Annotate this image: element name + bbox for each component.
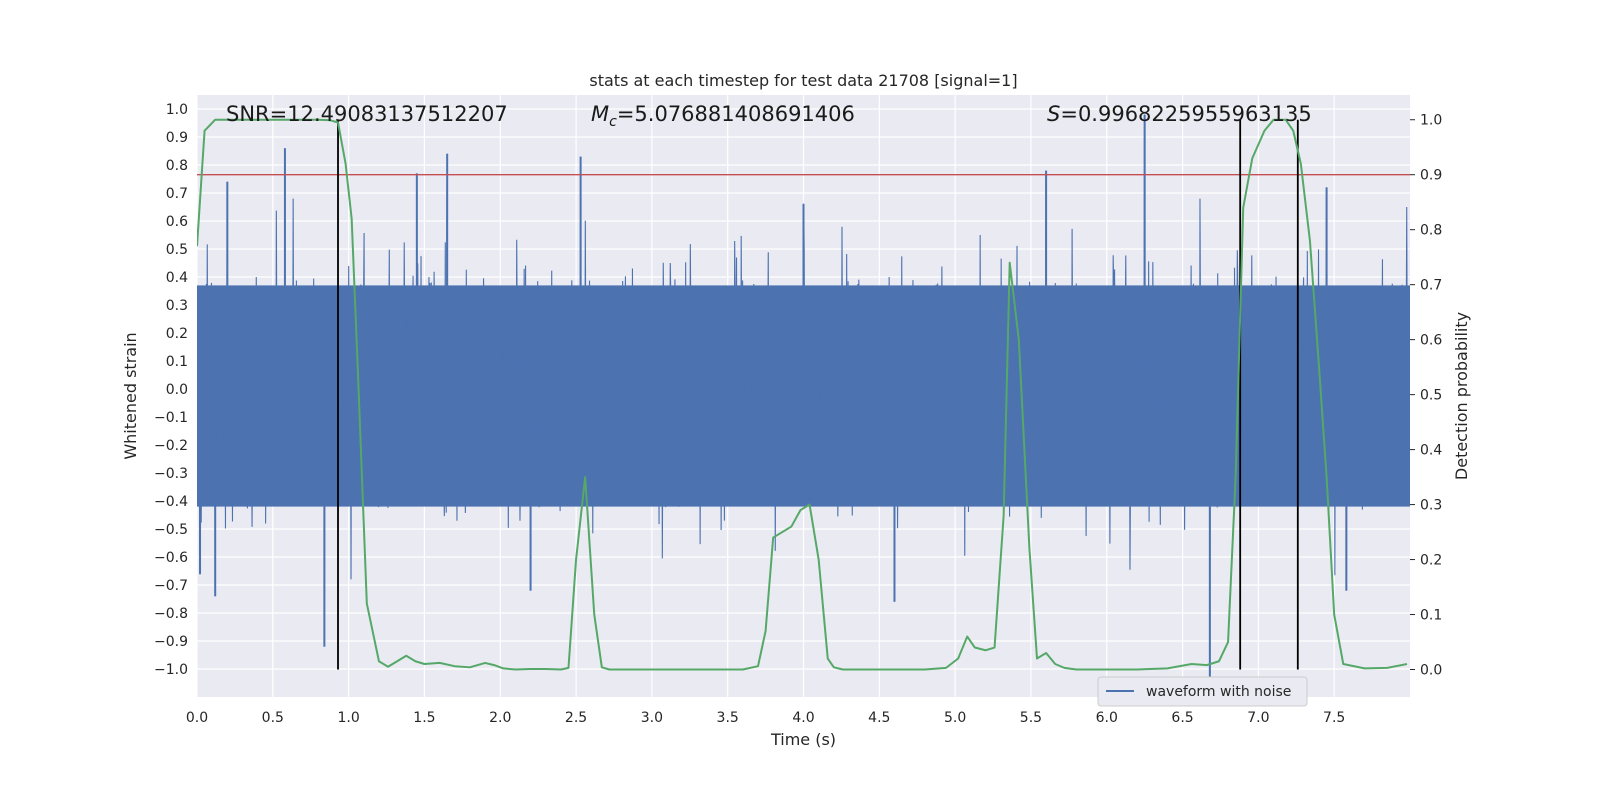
chirp-mass-symbol: M	[591, 102, 609, 126]
y-left-tick-label: −0.7	[154, 578, 188, 594]
y-left-tick-label: −0.6	[154, 550, 188, 566]
chart-title: stats at each timestep for test data 217…	[589, 71, 1017, 90]
y-right-tick-label: 0.5	[1420, 388, 1442, 404]
y-right-tick-label: 0.2	[1420, 553, 1442, 569]
y-left-tick-label: 0.1	[166, 354, 188, 370]
y-left-tick-label: 0.2	[166, 326, 188, 342]
y-axis-label-left: Whitened strain	[121, 332, 140, 459]
y-left-tick-label: −0.3	[154, 466, 188, 482]
y-left-tick-label: 0.3	[166, 298, 188, 314]
y-left-tick-label: 0.6	[166, 214, 188, 230]
chirp-mass-value: =5.076881408691406	[617, 102, 855, 126]
waveform-series	[197, 114, 1410, 681]
axis-ticks: 0.0 0.5 1.0 1.5 2.0 2.5 3.0 3.5 4.0 4.5 5.0 5.5 6.0 6…	[154, 102, 1442, 726]
y-left-tick-label: −1.0	[154, 662, 188, 678]
x-tick-label: 6.0	[1096, 710, 1118, 726]
x-tick-label: 4.0	[792, 710, 814, 726]
x-tick-label: 7.0	[1247, 710, 1269, 726]
chirp-mass-subscript: c	[609, 114, 617, 130]
x-tick-label: 7.5	[1323, 710, 1345, 726]
legend-box	[1097, 676, 1308, 707]
y-left-tick-label: 0.8	[166, 158, 188, 174]
y-left-tick-label: −0.4	[154, 494, 188, 510]
x-tick-label: 3.0	[641, 710, 663, 726]
y-left-tick-label: 1.0	[166, 102, 188, 118]
y-left-tick-label: −0.5	[154, 522, 188, 538]
detection-stat-annotation: S=0.9968225955963135	[1047, 102, 1312, 126]
y-right-tick-label: 0.9	[1420, 168, 1442, 184]
y-left-tick-label: 0.5	[166, 242, 188, 258]
x-tick-label: 3.5	[717, 710, 739, 726]
probability-line	[197, 118, 1408, 671]
stat-symbol: S	[1047, 102, 1060, 126]
y-right-tick-label: 0.3	[1420, 498, 1442, 514]
y-left-tick-label: −0.8	[154, 606, 188, 622]
legend: waveform with noise	[1097, 676, 1308, 707]
y-left-tick-label: 0.4	[166, 270, 188, 286]
x-tick-label: 5.5	[1020, 710, 1042, 726]
y-left-tick-label: 0.9	[166, 130, 188, 146]
y-right-tick-label: 0.0	[1420, 663, 1442, 679]
y-right-tick-label: 0.1	[1420, 608, 1442, 624]
y-right-tick-label: 0.8	[1420, 223, 1442, 239]
x-axis-label: Time (s)	[770, 730, 836, 749]
x-tick-label: 1.5	[413, 710, 435, 726]
x-tick-label: 0.0	[186, 710, 208, 726]
snr-annotation: SNR=12.49083137512207	[226, 102, 508, 126]
vertical-lines-group	[337, 119, 1299, 670]
y-left-tick-label: −0.1	[154, 410, 188, 426]
stat-value: =0.9968225955963135	[1060, 102, 1311, 126]
legend-label-waveform: waveform with noise	[1146, 684, 1291, 700]
y-axis-label-right: Detection probability	[1452, 312, 1471, 480]
x-tick-label: 0.5	[262, 710, 284, 726]
y-left-tick-label: 0.0	[166, 382, 188, 398]
y-right-tick-label: 0.7	[1420, 278, 1442, 294]
probability-series	[197, 118, 1408, 671]
x-tick-label: 2.0	[489, 710, 511, 726]
y-right-tick-label: 0.6	[1420, 333, 1442, 349]
y-right-tick-label: 0.4	[1420, 443, 1442, 459]
chirp-mass-annotation: Mc=5.076881408691406	[591, 102, 855, 130]
y-left-tick-label: −0.2	[154, 438, 188, 454]
x-tick-label: 6.5	[1171, 710, 1193, 726]
x-tick-label: 1.0	[337, 710, 359, 726]
y-left-tick-label: 0.7	[166, 186, 188, 202]
x-tick-label: 2.5	[565, 710, 587, 726]
y-left-tick-label: −0.9	[154, 634, 188, 650]
x-tick-label: 4.5	[868, 710, 890, 726]
y-right-tick-label: 1.0	[1420, 113, 1442, 129]
x-tick-label: 5.0	[944, 710, 966, 726]
